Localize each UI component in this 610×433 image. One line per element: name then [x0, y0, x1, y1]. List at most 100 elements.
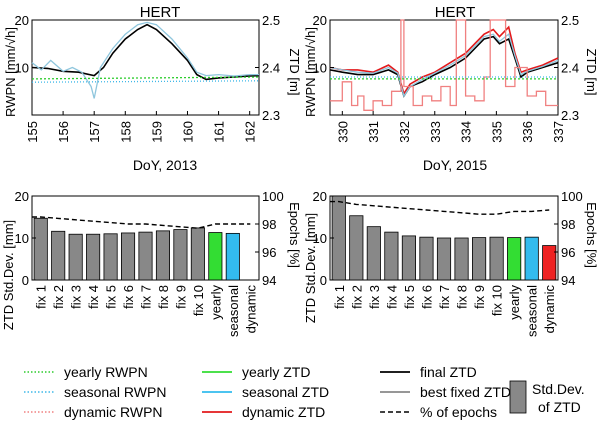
bar-fix-6	[419, 236, 434, 281]
panel-d-bar-chart: fix 1 fix 2 fix 3 fix 4 fix 5 fix 6 fix 7 fix 8…	[313, 189, 583, 337]
category-label: fix 1	[332, 285, 347, 309]
panel-d-ylabel-right: Epochs [%]	[584, 202, 599, 268]
bar-fix-3	[366, 226, 381, 281]
x-tick-label: 156	[56, 121, 71, 143]
category-label: fix 3	[367, 285, 382, 309]
y-right-tick-label: 2.5	[262, 13, 280, 28]
series-dynamic-rwpn	[330, 19, 558, 111]
y-right-tick-label: 100	[262, 189, 284, 204]
legend-label: final ZTD	[420, 364, 477, 380]
series-yearly-rwpn	[31, 76, 260, 80]
category-label: fix 7	[139, 285, 154, 309]
series-best-fixed-ztd	[329, 33, 559, 98]
legend: yearly RWPN seasonal RWPN dynamic RWPN year…	[24, 364, 585, 420]
y-right-tick-label: 2.4	[561, 61, 579, 76]
y-left-tick-label: 20	[313, 13, 327, 28]
y-left-tick-label: 0	[22, 273, 29, 288]
panel-a-line-chart: 155156157158159160161162010202.32.42.5	[15, 13, 281, 143]
category-label: fix 2	[51, 285, 66, 309]
category-label: fix 4	[86, 285, 101, 309]
series-dynamic-ztd	[329, 25, 559, 96]
category-label: fix 3	[69, 285, 84, 309]
y-left-tick-label: 10	[313, 61, 327, 76]
y-left-tick-label: 20	[15, 189, 29, 204]
series-final-ztd	[31, 23, 260, 81]
x-tick-label: 331	[366, 121, 381, 143]
y-right-tick-label: 94	[262, 273, 276, 288]
y-right-tick-label: 94	[561, 273, 575, 288]
panel-b-ylabel-left: RWPN [mm/√h]	[303, 27, 318, 117]
category-label: seasonal	[525, 285, 540, 337]
bar-fix-10	[489, 236, 504, 281]
x-tick-label: 337	[551, 121, 566, 143]
bar-fix-7	[138, 231, 153, 281]
category-label: fix 8	[455, 285, 470, 309]
y-right-tick-label: 2.3	[561, 108, 579, 123]
x-tick-label: 157	[87, 121, 102, 143]
panel-a-title: HERT	[140, 4, 181, 21]
category-label: yearly	[507, 285, 522, 320]
y-left-tick-label: 10	[313, 231, 327, 246]
bar-fix-2	[51, 230, 66, 281]
bar-yearly	[208, 232, 223, 281]
y-right-tick-label: 96	[561, 245, 575, 260]
bar-fix-2	[349, 215, 364, 281]
x-tick-label: 332	[397, 121, 412, 143]
category-label: fix 4	[384, 285, 399, 309]
bar-fix-8	[155, 230, 170, 281]
category-label: fix 10	[490, 285, 505, 316]
panel-b-line-chart: 330331332333334335336337010202.32.42.5	[313, 13, 580, 143]
x-tick-label: 335	[489, 121, 504, 143]
category-label: fix 6	[121, 285, 136, 309]
category-label: fix 5	[104, 285, 119, 309]
category-label: fix 1	[34, 285, 49, 309]
panel-b-ylabel-right: ZTD [m]	[584, 49, 599, 96]
legend-label: dynamic ZTD	[242, 404, 325, 420]
x-tick-label: 158	[118, 121, 133, 143]
y-left-tick-label: 20	[313, 189, 327, 204]
y-right-tick-label: 2.3	[262, 108, 280, 123]
category-label: dynamic	[542, 285, 557, 334]
category-label: fix 2	[349, 285, 364, 309]
panel-b-title: HERT	[435, 4, 476, 21]
legend-label: best fixed ZTD	[420, 384, 511, 400]
panel-a-xlabel: DoY, 2013	[133, 157, 198, 173]
category-label: fix 10	[191, 285, 206, 316]
panel-c-bar-chart: fix 1 fix 2 fix 3 fix 4 fix 5 fix 6 fix 7 fix 8…	[15, 189, 284, 337]
panel-a-ylabel-left: RWPN [mm/√h]	[3, 27, 18, 117]
legend-stddev-swatch	[509, 380, 527, 414]
x-tick-label: 162	[243, 121, 258, 143]
y-right-tick-label: 2.5	[561, 13, 579, 28]
y-right-tick-label: 98	[262, 217, 276, 232]
x-tick-label: 155	[25, 121, 40, 143]
legend-label: seasonal RWPN	[64, 384, 166, 400]
bar-fix-7	[436, 237, 452, 281]
legend-label: dynamic RWPN	[64, 404, 163, 420]
y-right-tick-label: 96	[262, 245, 276, 260]
y-right-tick-label: 98	[561, 217, 575, 232]
series-percent-of-epochs	[32, 216, 251, 229]
series-percent-of-epochs	[330, 200, 550, 215]
x-tick-label: 159	[149, 121, 164, 143]
bar-dynamic	[542, 245, 557, 281]
bar-fix-8	[454, 237, 469, 281]
panel-a-ylabel-right: ZTD [m]	[287, 49, 302, 96]
bar-fix-9	[173, 229, 188, 281]
y-right-tick-label: 100	[561, 189, 583, 204]
panel-c-ylabel-right: Epochs [%]	[287, 202, 302, 268]
legend-label: % of epochs	[420, 404, 497, 420]
x-tick-label: 160	[180, 121, 195, 143]
bar-fix-4	[86, 233, 101, 281]
y-left-tick-label: 0	[320, 273, 327, 288]
legend-label: yearly RWPN	[64, 364, 148, 380]
bar-fix-10	[190, 227, 205, 281]
bar-seasonal	[524, 236, 539, 281]
bar-fix-5	[103, 233, 118, 281]
bar-yearly	[507, 237, 522, 281]
series-best-fixed-ztd	[31, 21, 259, 99]
category-label: seasonal	[226, 285, 241, 337]
x-tick-label: 333	[428, 121, 443, 143]
y-right-tick-label: 2.4	[262, 61, 280, 76]
legend-stddev-label-2: of ZTD	[538, 399, 581, 415]
